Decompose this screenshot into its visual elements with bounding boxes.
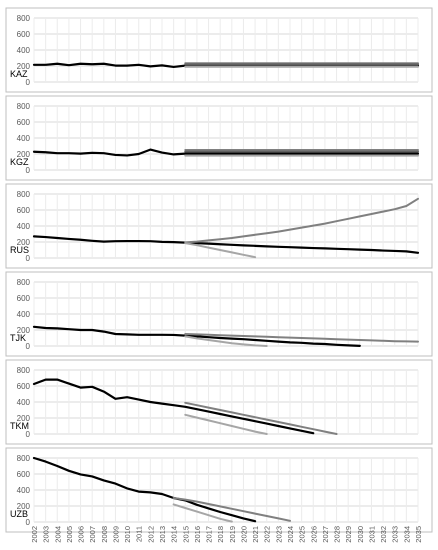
x-tick-label: 2011 xyxy=(135,526,144,542)
y-tick-label: 600 xyxy=(17,118,31,127)
x-tick-label: 2010 xyxy=(123,526,132,543)
series-line xyxy=(184,335,268,347)
x-tick-label: 2002 xyxy=(30,526,39,543)
series-line xyxy=(32,148,420,157)
x-tick-label: 2003 xyxy=(42,526,51,543)
x-tick-label: 2016 xyxy=(193,526,202,543)
panel-label: TKM xyxy=(10,421,29,431)
y-tick-label: 400 xyxy=(17,222,31,231)
x-tick-label: 2027 xyxy=(321,526,330,543)
x-tick-label: 2018 xyxy=(216,526,225,543)
y-tick-label: 600 xyxy=(17,206,31,215)
panel-label: RUS xyxy=(10,245,29,255)
y-tick-label: 400 xyxy=(17,486,31,495)
y-tick-label: 0 xyxy=(26,254,31,263)
series-line xyxy=(172,503,233,523)
series-line xyxy=(32,325,361,347)
panel-label: TJK xyxy=(10,333,26,343)
x-tick-label: 2008 xyxy=(100,526,109,543)
y-tick-label: 200 xyxy=(17,414,31,423)
y-tick-label: 0 xyxy=(26,166,31,175)
panel-kgz: 0 200 400 600 800 KGZ xyxy=(5,95,433,181)
y-tick-label: 200 xyxy=(17,326,31,335)
y-tick-label: 0 xyxy=(26,518,31,527)
series-line xyxy=(184,333,419,343)
series-line xyxy=(32,62,420,69)
x-tick-label: 2025 xyxy=(298,526,307,543)
y-tick-label: 200 xyxy=(17,150,31,159)
y-tick-label: 800 xyxy=(17,454,31,463)
y-tick-label: 200 xyxy=(17,502,31,511)
x-tick-label: 2014 xyxy=(170,526,179,543)
x-tick-label: 2012 xyxy=(146,526,155,543)
x-tick-label: 2029 xyxy=(344,526,353,543)
x-tick-label: 2009 xyxy=(111,526,120,543)
series-line xyxy=(32,235,420,254)
series-line xyxy=(184,197,419,244)
x-tick-label: 2006 xyxy=(77,526,86,543)
x-tick-label: 2015 xyxy=(181,526,190,543)
series-line xyxy=(172,497,291,522)
x-tick-label: 2019 xyxy=(228,526,237,543)
y-tick-label: 0 xyxy=(26,342,31,351)
series-line xyxy=(184,242,257,259)
y-tick-label: 800 xyxy=(17,190,31,199)
x-tick-label: 2032 xyxy=(379,526,388,543)
x-tick-label: 2030 xyxy=(356,526,365,543)
y-tick-label: 400 xyxy=(17,134,31,143)
panel-label: KAZ xyxy=(10,69,28,79)
x-tick-label: 2023 xyxy=(274,526,283,543)
x-tick-label: 2021 xyxy=(251,526,260,543)
y-tick-label: 600 xyxy=(17,30,31,39)
y-tick-label: 800 xyxy=(17,366,31,375)
x-tick-label: 2034 xyxy=(402,526,411,543)
y-tick-label: 400 xyxy=(17,46,31,55)
y-tick-label: 0 xyxy=(26,78,31,87)
y-tick-label: 600 xyxy=(17,382,31,391)
x-tick-label: 2007 xyxy=(88,526,97,543)
panel-label: KGZ xyxy=(10,157,29,167)
series-line xyxy=(32,456,257,523)
panel-kaz: 0 200 400 600 800 KAZ xyxy=(5,7,433,93)
y-tick-label: 0 xyxy=(26,430,31,439)
y-tick-label: 600 xyxy=(17,470,31,479)
y-tick-label: 200 xyxy=(17,238,31,247)
x-tick-label: 2004 xyxy=(53,526,62,543)
series-line xyxy=(184,413,268,435)
x-tick-label: 2024 xyxy=(286,526,295,543)
y-tick-label: 800 xyxy=(17,14,31,23)
x-tick-label: 2017 xyxy=(205,526,214,543)
x-tick-label: 2005 xyxy=(65,526,74,543)
y-tick-label: 400 xyxy=(17,310,31,319)
panel-tjk: 0 200 400 600 800 TJK xyxy=(5,271,433,357)
x-tick-label: 2031 xyxy=(367,526,376,543)
x-tick-label: 2013 xyxy=(158,526,167,543)
x-tick-label: 2033 xyxy=(391,526,400,543)
x-tick-label: 2026 xyxy=(309,526,318,543)
panel-tkm: 0 200 400 600 800 TKM xyxy=(5,359,433,445)
y-tick-label: 800 xyxy=(17,102,31,111)
series-line xyxy=(32,378,315,435)
y-tick-label: 200 xyxy=(17,62,31,71)
y-tick-label: 600 xyxy=(17,294,31,303)
panel-rus: 0 200 400 600 800 RUS xyxy=(5,183,433,269)
x-tick-label: 2020 xyxy=(239,526,248,543)
x-tick-label: 2022 xyxy=(263,526,272,543)
x-tick-label: 2028 xyxy=(333,526,342,543)
y-tick-label: 800 xyxy=(17,278,31,287)
series-line xyxy=(184,401,338,435)
x-tick-label: 2035 xyxy=(414,526,423,543)
y-tick-label: 400 xyxy=(17,398,31,407)
panel-label: UZB xyxy=(10,509,28,519)
